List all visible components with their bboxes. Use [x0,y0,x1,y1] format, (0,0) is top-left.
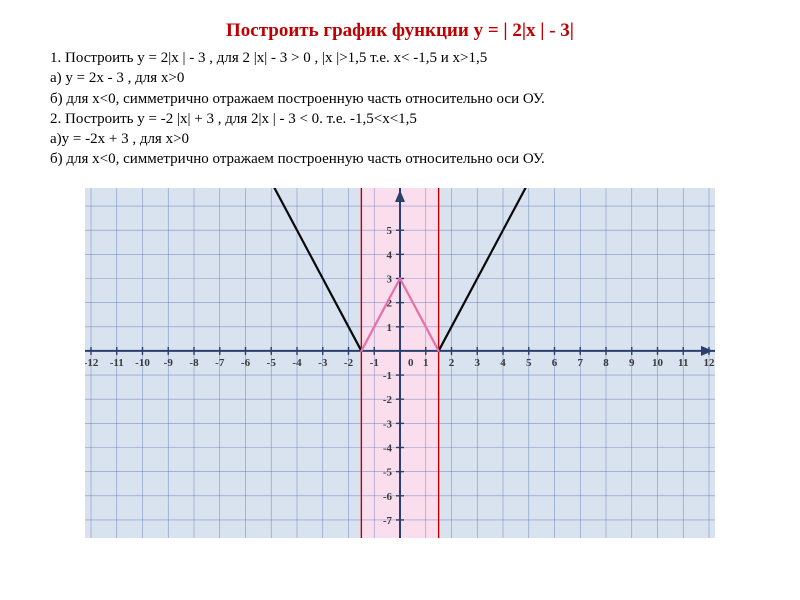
svg-text:-1: -1 [383,370,392,382]
svg-text:8: 8 [603,356,609,368]
svg-text:-5: -5 [267,356,277,368]
svg-text:12: 12 [704,356,716,368]
svg-text:-4: -4 [292,356,302,368]
svg-text:-6: -6 [383,490,393,502]
svg-text:0: 0 [408,356,414,368]
step-2b: б) для x<0, симметрично отражаем построе… [50,149,750,169]
svg-text:7: 7 [578,356,584,368]
svg-text:-4: -4 [383,442,393,454]
svg-text:-3: -3 [318,356,328,368]
svg-text:4: 4 [500,356,506,368]
svg-text:-7: -7 [215,356,225,368]
svg-text:4: 4 [387,249,393,261]
svg-text:11: 11 [678,356,688,368]
svg-text:-8: -8 [189,356,199,368]
step-1: 1. Построить y = 2|x | - 3 , для 2 |x| -… [50,48,750,68]
step-1b: б) для x<0, симметрично отражаем построе… [50,89,750,109]
svg-text:3: 3 [475,356,481,368]
step-2: 2. Построить y = -2 |x| + 3 , для 2|x | … [50,109,750,129]
svg-text:-12: -12 [85,356,99,368]
svg-text:3: 3 [387,273,393,285]
svg-text:5: 5 [387,225,393,237]
svg-text:-11: -11 [110,356,124,368]
step-1a: а) y = 2x - 3 , для x>0 [50,68,750,88]
svg-text:2: 2 [449,356,455,368]
svg-text:10: 10 [652,356,664,368]
svg-text:-9: -9 [164,356,174,368]
svg-text:1: 1 [387,321,393,333]
svg-text:-3: -3 [383,418,393,430]
svg-text:-7: -7 [383,514,393,526]
svg-text:-6: -6 [241,356,251,368]
step-2a: а)y = -2x + 3 , для x>0 [50,129,750,149]
svg-text:9: 9 [629,356,635,368]
svg-text:6: 6 [552,356,558,368]
svg-text:-5: -5 [383,466,393,478]
svg-text:1: 1 [423,356,429,368]
page-title: Построить график функции y = | 2|x | - 3… [50,20,750,42]
function-graph: -12-11-10-9-8-7-6-5-4-3-2-11234567891011… [85,188,715,538]
svg-text:5: 5 [526,356,532,368]
svg-text:-10: -10 [135,356,150,368]
svg-text:-1: -1 [370,356,379,368]
svg-text:-2: -2 [383,394,393,406]
svg-text:-2: -2 [344,356,354,368]
